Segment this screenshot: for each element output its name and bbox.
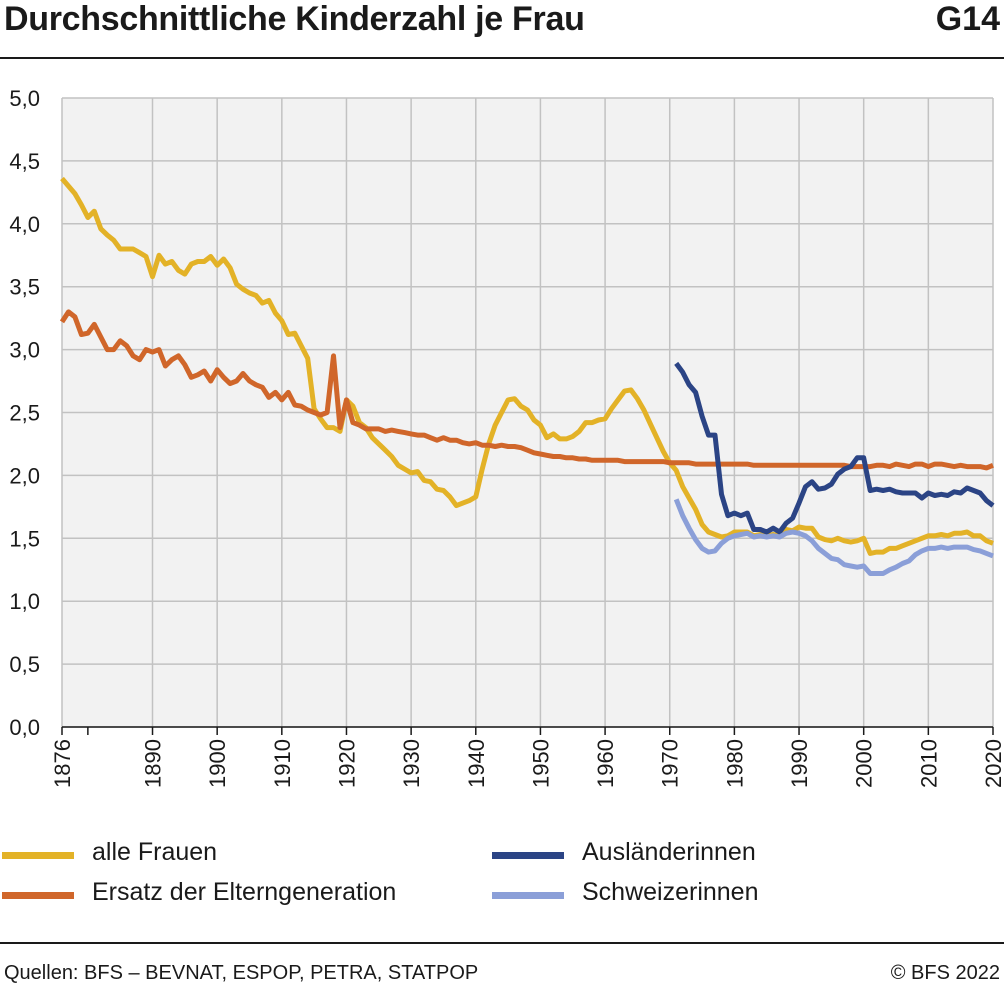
x-tick-label: 1990 [787,739,812,788]
data-lines [59,176,995,576]
x-tick-label: 2010 [916,739,941,788]
legend-label-alle-frauen: alle Frauen [92,838,218,866]
y-tick-label: 2,5 [9,401,40,426]
series-line-0 [60,176,994,556]
y-tick-label: 0,0 [9,715,40,740]
y-tick-labels: 0,0 0,5 1,0 1,5 2,0 2,5 3,0 3,5 4,0 4,5 5,0 [9,86,40,740]
bottom-rule [0,942,1004,944]
series-line-3 [673,498,994,576]
chart-title: Durchschnittliche Kinderzahl je Frau [4,0,585,38]
legend-label-schweizerinnen: Schweizerinnen [582,878,759,906]
copyright-note: © BFS 2022 [890,962,1000,984]
y-tick-label: 4,0 [9,212,40,237]
grid-lines [61,97,994,735]
y-tick-label: 2,0 [9,463,40,488]
x-tick-label: 1920 [334,739,359,788]
legend-label-auslaenderinnen: Ausländerinnen [582,838,756,866]
x-tick-label: 1980 [722,739,747,788]
x-tick-label: 1876 [50,739,75,788]
top-rule [0,57,1004,59]
x-tick-label: 1890 [141,739,166,788]
x-tick-label: 1900 [205,739,230,788]
x-tick-label: 1960 [593,739,618,788]
y-tick-label: 4,5 [9,149,40,174]
x-tick-label: 1910 [270,739,295,788]
series-line-1 [59,309,994,471]
legend-swatch-auslaenderinnen [492,852,564,859]
source-note: Quellen: BFS – BEVNAT, ESPOP, PETRA, STA… [4,962,479,984]
series-line-2 [674,361,995,535]
y-tick-label: 0,5 [9,652,40,677]
y-tick-label: 1,5 [9,526,40,551]
legend-swatch-alle-frauen [2,852,74,859]
x-tick-label: 2020 [981,739,1004,788]
legend-label-ersatz: Ersatz der Elterngeneration [92,878,397,906]
x-tick-labels: 1876 1890 1900 1910 1920 1930 1940 1950 1960 1970… [50,739,1004,788]
line-chart: 0,00,51,01,52,02,53,03,54,04,55,0 1876 18… [9,86,1004,788]
chart-code: G14 [935,0,1000,38]
x-tick-label: 1930 [399,739,424,788]
x-tick-label: 1970 [658,739,683,788]
x-tick-label: 2000 [852,739,877,788]
y-tick-label: 3,0 [9,338,40,363]
y-tick-label: 1,0 [9,589,40,614]
y-tick-label: 5,0 [9,86,40,111]
legend-swatch-schweizerinnen [492,892,564,899]
y-tick-label: 3,5 [9,275,40,300]
x-tick-label: 1950 [528,739,553,788]
x-tick-label: 1940 [464,739,489,788]
legend-swatch-ersatz [2,892,74,899]
